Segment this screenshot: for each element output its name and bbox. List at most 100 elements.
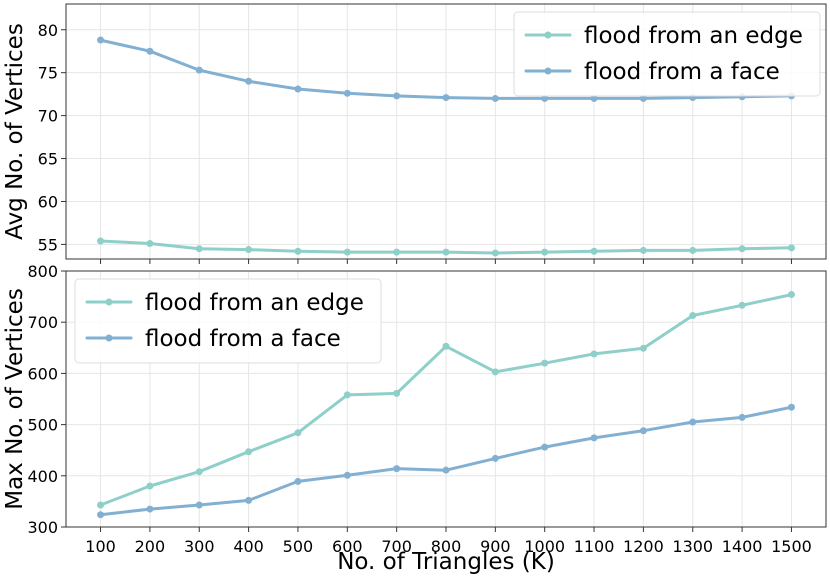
- data-point-edge: [195, 468, 203, 476]
- data-point-face: [343, 89, 351, 97]
- legend-marker-face: [544, 67, 552, 75]
- data-point-edge: [245, 448, 253, 456]
- y-tick-label: 65: [38, 150, 58, 169]
- data-point-face: [491, 454, 499, 462]
- y-tick-label: 700: [27, 313, 58, 332]
- data-point-edge: [787, 244, 795, 252]
- legend-label-edge: flood from an edge: [145, 290, 364, 316]
- data-point-edge: [689, 246, 697, 254]
- data-point-edge: [590, 350, 598, 358]
- y-tick-label: 800: [27, 262, 58, 281]
- data-point-face: [491, 94, 499, 102]
- data-point-edge: [541, 359, 549, 367]
- data-point-edge: [689, 312, 697, 320]
- legend: flood from an edge flood from a face: [74, 278, 382, 364]
- data-point-face: [245, 77, 253, 85]
- data-point-edge: [639, 344, 647, 352]
- legend-box: [74, 278, 382, 364]
- x-axis-title: No. of Triangles (K): [337, 549, 555, 575]
- data-point-face: [245, 496, 253, 504]
- data-point-edge: [442, 248, 450, 256]
- x-tick-label: 600: [332, 537, 363, 556]
- y-tick-label: 55: [38, 235, 58, 254]
- y-axis-title: Avg No. of Vertices: [2, 23, 28, 240]
- y-tick-label: 500: [27, 416, 58, 435]
- legend-label-face: flood from a face: [584, 59, 780, 85]
- data-point-edge: [146, 482, 154, 490]
- data-point-edge: [343, 248, 351, 256]
- legend-label-face: flood from a face: [145, 326, 341, 352]
- data-point-face: [442, 94, 450, 102]
- data-point-face: [541, 443, 549, 451]
- data-point-edge: [294, 247, 302, 255]
- x-tick-label: 1300: [672, 537, 713, 556]
- x-tick-label: 1000: [524, 537, 565, 556]
- legend-marker-edge: [105, 298, 113, 306]
- x-tick-label: 900: [480, 537, 511, 556]
- x-axis: No. of Triangles (K): [337, 549, 555, 575]
- data-point-edge: [590, 247, 598, 255]
- legend-marker-face: [105, 334, 113, 342]
- data-point-face: [442, 466, 450, 474]
- plot-frame: [65, 3, 827, 260]
- data-point-edge: [541, 248, 549, 256]
- data-point-edge: [787, 291, 795, 299]
- data-point-edge: [97, 237, 105, 245]
- data-point-face: [541, 94, 549, 102]
- y-tick-label: 300: [27, 518, 58, 537]
- data-point-face: [639, 427, 647, 435]
- data-point-edge: [97, 501, 105, 509]
- data-point-face: [195, 66, 203, 74]
- x-tick-label: 700: [381, 537, 412, 556]
- legend: flood from an edge flood from a face: [513, 11, 821, 97]
- data-point-edge: [442, 342, 450, 350]
- data-point-face: [639, 94, 647, 102]
- legend-marker-edge: [544, 31, 552, 39]
- x-tick-label: 1400: [722, 537, 763, 556]
- data-point-face: [195, 501, 203, 509]
- data-point-face: [97, 511, 105, 519]
- x-tick-label: 300: [184, 537, 215, 556]
- data-point-face: [343, 471, 351, 479]
- y-tick-label: 75: [38, 64, 58, 83]
- plot-frame: [65, 270, 827, 528]
- y-tick-label: 600: [27, 364, 58, 383]
- data-point-face: [738, 413, 746, 421]
- data-point-edge: [639, 246, 647, 254]
- x-tick-label: 100: [85, 537, 116, 556]
- data-point-face: [97, 36, 105, 44]
- data-point-face: [393, 92, 401, 100]
- data-point-face: [146, 47, 154, 55]
- data-point-edge: [738, 301, 746, 309]
- data-point-face: [689, 418, 697, 426]
- x-tick-label: 200: [135, 537, 166, 556]
- data-point-face: [590, 94, 598, 102]
- avg-vertices-chart: 55 60 65 70 75 80 Avg No. of Vertices flood fro…: [2, 3, 827, 264]
- data-point-edge: [491, 249, 499, 257]
- data-point-face: [393, 465, 401, 473]
- y-tick-label: 60: [38, 192, 58, 211]
- y-tick-label: 70: [38, 107, 58, 126]
- data-point-face: [294, 85, 302, 93]
- legend-box: [513, 11, 821, 97]
- x-tick-label: 1100: [574, 537, 615, 556]
- x-tick-label: 1200: [623, 537, 664, 556]
- x-tick-label: 1500: [771, 537, 812, 556]
- y-tick-label: 80: [38, 21, 58, 40]
- y-axis-title: Max No. of Vertices: [2, 288, 28, 510]
- data-point-face: [146, 505, 154, 513]
- x-tick-label: 400: [233, 537, 264, 556]
- x-tick-label: 800: [431, 537, 462, 556]
- data-point-edge: [195, 245, 203, 253]
- legend-label-edge: flood from an edge: [584, 23, 803, 49]
- data-point-face: [294, 477, 302, 485]
- data-point-edge: [245, 246, 253, 254]
- data-point-edge: [393, 389, 401, 397]
- x-tick-label: 500: [283, 537, 314, 556]
- data-point-edge: [294, 429, 302, 437]
- data-point-face: [787, 403, 795, 411]
- y-tick-label: 400: [27, 467, 58, 486]
- data-point-edge: [146, 240, 154, 248]
- data-point-edge: [343, 391, 351, 399]
